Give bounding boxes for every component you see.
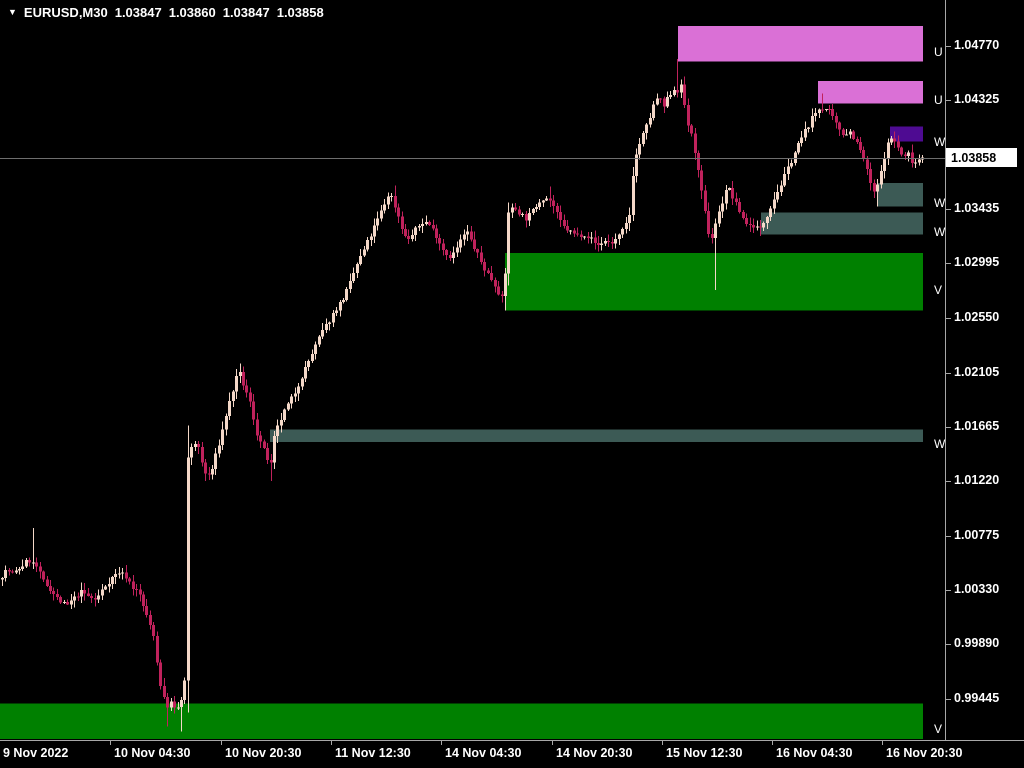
zone-label: W <box>934 225 945 239</box>
price-axis-tick <box>946 46 951 47</box>
price-axis-tick <box>946 263 951 264</box>
time-axis-label: 15 Nov 12:30 <box>666 746 743 760</box>
zone-rect-supply <box>818 81 923 104</box>
time-axis-border <box>0 740 1024 741</box>
price-axis-label: 1.01220 <box>954 473 1000 487</box>
price-axis-label: 1.00330 <box>954 582 1000 596</box>
price-axis-label: 1.02995 <box>954 255 1000 269</box>
chart-plot-area[interactable]: ▼ EURUSD,M30 1.03847 1.03860 1.03847 1.0… <box>0 0 945 740</box>
price-axis[interactable]: 1.03858 1.04770 1.04325 1.03435 1.02995 1.02… <box>946 0 1024 740</box>
price-axis-border <box>945 0 946 740</box>
time-axis-tick <box>441 741 442 745</box>
time-axis-tick <box>331 741 332 745</box>
zone-rect-supply <box>678 26 923 62</box>
time-axis-label: 16 Nov 20:30 <box>886 746 963 760</box>
price-axis-tick <box>946 100 951 101</box>
time-axis-label: 10 Nov 04:30 <box>114 746 191 760</box>
header-symbol-period: EURUSD,M30 <box>23 5 108 20</box>
zone-label: W <box>934 196 945 210</box>
zone-label: V <box>934 283 943 297</box>
price-axis-tick <box>946 373 951 374</box>
time-axis[interactable]: 9 Nov 2022 10 Nov 04:30 10 Nov 20:30 11 Nov… <box>0 741 1024 768</box>
price-axis-label: 1.03435 <box>954 201 1000 215</box>
chart-canvas[interactable] <box>0 0 945 740</box>
time-axis-label: 14 Nov 20:30 <box>556 746 633 760</box>
time-axis-tick <box>221 741 222 745</box>
time-axis-label: 16 Nov 04:30 <box>776 746 853 760</box>
price-axis-tick <box>946 699 951 700</box>
price-axis-tick <box>946 481 951 482</box>
zone-rect-demand <box>505 253 923 311</box>
time-axis-label: 10 Nov 20:30 <box>225 746 302 760</box>
zone-rect-demand <box>0 703 923 739</box>
price-axis-label: 1.04325 <box>954 92 1000 106</box>
collapse-triangle-icon[interactable]: ▼ <box>8 7 17 17</box>
zone-rect-neutral <box>761 212 923 235</box>
price-axis-tick <box>946 318 951 319</box>
zone-label: V <box>934 722 943 736</box>
header-close-value: 1.03858 <box>276 5 324 20</box>
time-axis-label: 11 Nov 12:30 <box>335 746 411 760</box>
time-axis-tick <box>110 741 111 745</box>
price-axis-label: 1.02105 <box>954 365 1000 379</box>
time-axis-label: 9 Nov 2022 <box>3 746 69 760</box>
price-axis-label: 1.04770 <box>954 38 1000 52</box>
header-open-value: 1.03847 <box>114 5 162 20</box>
candles <box>1 59 924 732</box>
price-axis-label: 1.01665 <box>954 419 1000 433</box>
zone-rect-neutral <box>270 429 923 442</box>
chart-header: ▼ EURUSD,M30 1.03847 1.03860 1.03847 1.0… <box>8 5 324 20</box>
time-axis-tick <box>552 741 553 745</box>
zone-label: U <box>934 93 943 107</box>
current-price-box: 1.03858 <box>946 148 1017 167</box>
price-axis-tick <box>946 644 951 645</box>
price-axis-label: 1.00775 <box>954 528 1000 542</box>
price-axis-tick <box>946 590 951 591</box>
zone-label: W <box>934 135 945 149</box>
zone-label: W <box>934 437 945 451</box>
price-axis-label: 0.99445 <box>954 691 1000 705</box>
time-axis-tick <box>662 741 663 745</box>
price-axis-tick <box>946 427 951 428</box>
header-low-value: 1.03847 <box>222 5 270 20</box>
zone-label: U <box>934 45 943 59</box>
current-price-label: 1.03858 <box>951 150 997 165</box>
price-axis-tick <box>946 209 951 210</box>
zone-rect-neutral <box>877 183 923 207</box>
supply-demand-zones <box>0 26 923 739</box>
time-axis-tick <box>772 741 773 745</box>
price-axis-label: 0.99890 <box>954 636 1000 650</box>
price-axis-label: 1.02550 <box>954 310 1000 324</box>
header-high-value: 1.03860 <box>168 5 216 20</box>
time-axis-tick <box>882 741 883 745</box>
time-axis-label: 14 Nov 04:30 <box>445 746 522 760</box>
price-axis-tick <box>946 536 951 537</box>
